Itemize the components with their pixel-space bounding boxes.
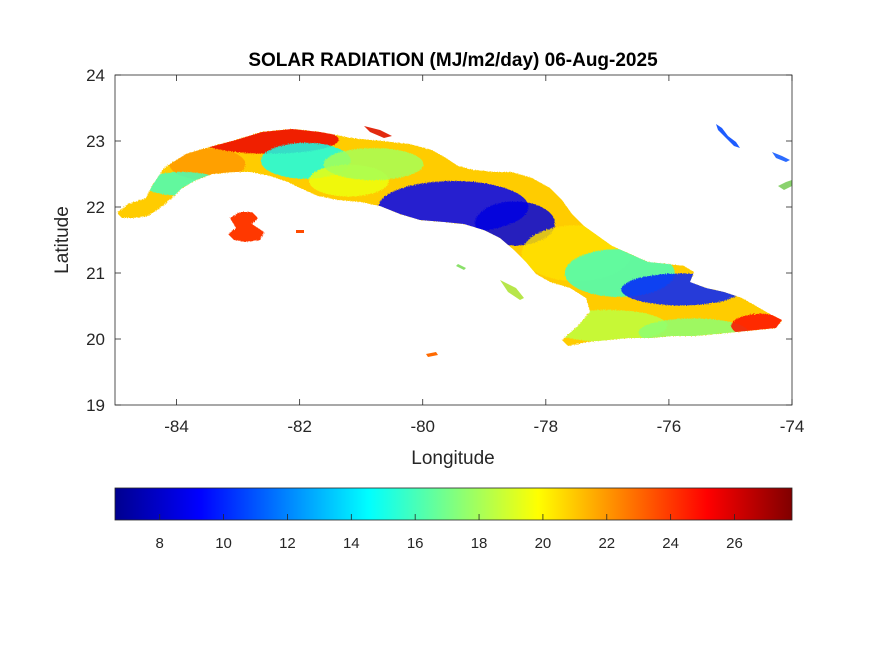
x-axis-label: Longitude — [411, 448, 494, 469]
key-fragment — [426, 352, 438, 357]
key-fragment — [296, 230, 304, 233]
radiation-patch — [475, 201, 556, 246]
y-tick-label: 20 — [86, 330, 105, 349]
bahamas-fragment — [778, 180, 792, 190]
colorbar-ticks: 8 10 12 14 16 18 20 22 24 26 — [156, 514, 743, 552]
key-fragment — [456, 264, 466, 270]
colorbar-tick-label: 12 — [279, 535, 296, 552]
x-tick-label: -82 — [287, 417, 312, 436]
colorbar-tick-label: 8 — [156, 535, 164, 552]
bahamas-fragment — [772, 152, 790, 162]
x-tick-label: -84 — [164, 417, 189, 436]
colorbar — [114, 487, 793, 521]
plot-area — [115, 75, 792, 405]
colorbar-tick-label: 10 — [215, 535, 232, 552]
axis-ticks: -84 -82 -80 -78 -76 -74 19 20 21 22 23 24 — [86, 66, 804, 436]
isla-de-la-juventud — [228, 212, 264, 242]
colorbar-tick-label: 14 — [343, 535, 360, 552]
x-tick-label: -76 — [657, 417, 682, 436]
colorbar-tick-label: 16 — [407, 535, 424, 552]
y-tick-label: 19 — [86, 396, 105, 415]
colorbar-tick-label: 26 — [726, 535, 743, 552]
y-tick-label: 22 — [86, 198, 105, 217]
x-tick-label: -74 — [780, 417, 805, 436]
chart-title: SOLAR RADIATION (MJ/m2/day) 06-Aug-2025 — [248, 50, 658, 71]
bahamas-fragment — [716, 124, 740, 148]
y-tick-label: 21 — [86, 264, 105, 283]
y-axis-label: Latitude — [52, 206, 73, 274]
x-tick-label: -78 — [534, 417, 559, 436]
key-fragment — [500, 280, 524, 300]
y-tick-label: 23 — [86, 132, 105, 151]
y-tick-label: 24 — [86, 66, 105, 85]
radiation-patch — [323, 148, 424, 181]
colorbar-tick-label: 24 — [662, 535, 679, 552]
axes-box — [114, 74, 793, 406]
x-tick-label: -80 — [410, 417, 435, 436]
colorbar-tick-label: 22 — [598, 535, 615, 552]
colorbar-tick-label: 18 — [471, 535, 488, 552]
colorbar-tick-label: 20 — [535, 535, 552, 552]
key-fragment — [364, 126, 392, 138]
